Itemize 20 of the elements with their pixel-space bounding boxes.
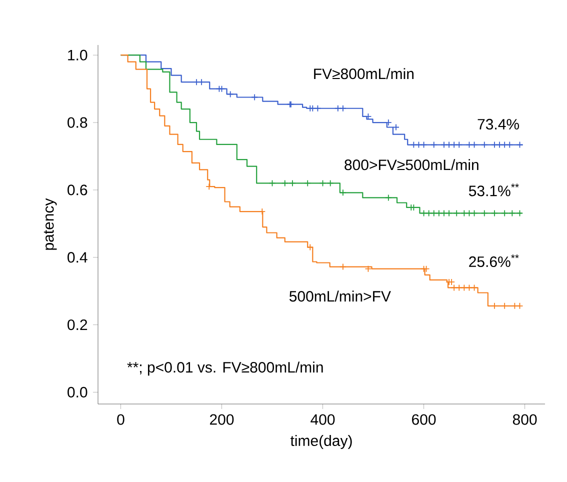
y-axis-title: patency [44,198,57,250]
series-label: 500mL/min>FV [289,290,391,302]
y-tick-label: 0.8 [68,117,88,128]
y-tick-label: 0.2 [68,319,88,330]
x-tick-label: 600 [412,414,436,425]
y-tick-label: 0.4 [68,252,88,263]
series-label: 800>FV≥500mL/min [344,159,478,170]
y-tick-label: 1.0 [68,50,88,60]
annotation: 73.4% [478,118,520,130]
series-label: FV≥800mL/min [314,68,414,80]
y-tick-label: 0.6 [68,184,88,196]
x-axis-title: time(day) [290,435,352,449]
annotation: 25.6%$^{**}$ [469,254,519,268]
x-tick-label: 800 [512,414,537,425]
x-tick-label: 200 [210,414,234,425]
y-tick-label: 0.0 [68,386,88,398]
x-tick-label: 400 [310,414,335,425]
annotation: **; p<0.01 vs. FV≥800mL/min [127,362,323,376]
x-tick-label: 0 [117,414,124,425]
annotation: 53.1%$^{**}$ [468,184,519,196]
